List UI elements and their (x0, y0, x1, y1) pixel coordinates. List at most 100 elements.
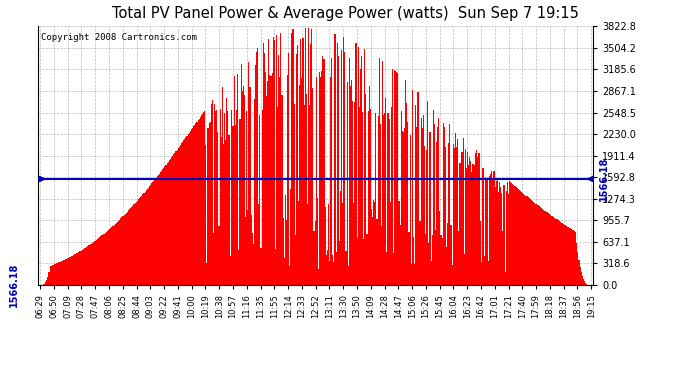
Bar (442, 237, 443, 285)
Bar (279, 77, 280, 285)
Bar (511, 183, 512, 285)
Bar (495, 181, 497, 285)
Bar (257, 48, 258, 285)
Bar (201, 116, 202, 285)
Bar (348, 266, 349, 285)
Bar (217, 132, 219, 285)
Bar (484, 177, 486, 285)
Bar (170, 159, 171, 285)
Bar (381, 226, 382, 285)
Bar (307, 204, 308, 285)
Bar (308, 28, 309, 285)
Bar (110, 228, 111, 285)
Bar (353, 203, 355, 285)
Text: 1566.18: 1566.18 (8, 263, 19, 307)
Bar (152, 182, 153, 285)
Bar (232, 126, 233, 285)
Bar (491, 171, 493, 285)
Bar (83, 248, 85, 285)
Bar (377, 116, 379, 285)
Bar (530, 199, 531, 285)
Bar (103, 234, 104, 285)
Bar (256, 53, 257, 285)
Bar (518, 189, 519, 285)
Bar (177, 148, 179, 285)
Bar (67, 258, 68, 285)
Bar (271, 73, 273, 285)
Bar (562, 223, 563, 285)
Bar (65, 259, 66, 285)
Bar (446, 247, 447, 285)
Bar (384, 113, 385, 285)
Bar (216, 110, 217, 285)
Bar (396, 72, 397, 285)
Bar (331, 58, 333, 285)
Bar (129, 209, 130, 285)
Bar (415, 105, 416, 285)
Bar (223, 144, 224, 285)
Bar (150, 185, 151, 285)
Bar (99, 237, 100, 285)
Bar (538, 206, 539, 285)
Bar (246, 111, 247, 285)
Bar (46, 280, 48, 285)
Bar (561, 222, 562, 285)
Bar (157, 177, 158, 285)
Bar (406, 103, 407, 285)
Bar (317, 198, 318, 285)
Bar (528, 197, 529, 285)
Bar (263, 44, 264, 285)
Bar (116, 223, 117, 285)
Bar (255, 65, 256, 285)
Bar (572, 230, 573, 285)
Bar (372, 217, 373, 285)
Bar (92, 242, 94, 285)
Bar (79, 251, 81, 285)
Bar (224, 112, 225, 285)
Bar (268, 39, 269, 285)
Bar (168, 162, 169, 285)
Bar (351, 80, 352, 285)
Bar (371, 209, 372, 285)
Bar (533, 202, 534, 285)
Bar (293, 104, 295, 285)
Bar (112, 226, 114, 285)
Bar (227, 111, 228, 285)
Bar (522, 193, 523, 285)
Bar (190, 131, 191, 285)
Bar (59, 262, 61, 285)
Bar (478, 153, 479, 285)
Bar (539, 206, 540, 285)
Bar (386, 252, 388, 285)
Bar (455, 134, 456, 285)
Bar (438, 118, 440, 285)
Bar (175, 151, 177, 285)
Bar (287, 75, 288, 285)
Bar (499, 182, 500, 285)
Bar (571, 229, 572, 285)
Bar (440, 235, 442, 285)
Bar (529, 198, 530, 285)
Bar (56, 263, 57, 285)
Bar (101, 236, 103, 285)
Bar (45, 282, 46, 285)
Bar (555, 219, 556, 285)
Bar (425, 234, 426, 285)
Bar (444, 127, 445, 285)
Bar (576, 243, 578, 285)
Bar (89, 244, 90, 285)
Bar (554, 218, 555, 285)
Bar (169, 160, 170, 285)
Bar (480, 220, 482, 285)
Bar (180, 145, 181, 285)
Bar (355, 44, 357, 285)
Bar (542, 209, 543, 285)
Bar (466, 168, 467, 285)
Bar (78, 252, 79, 285)
Bar (304, 28, 306, 285)
Bar (412, 90, 413, 285)
Bar (519, 190, 520, 285)
Bar (87, 246, 88, 285)
Bar (74, 255, 75, 285)
Bar (76, 253, 77, 285)
